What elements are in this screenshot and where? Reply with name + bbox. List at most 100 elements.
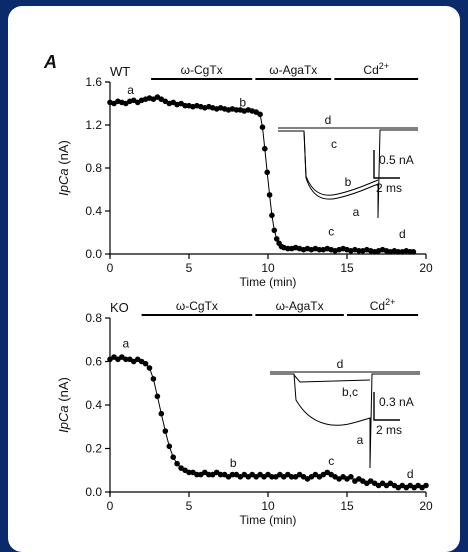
treatment-label-sup: 2+	[379, 61, 389, 71]
x-tick-label: 5	[186, 499, 193, 513]
y-axis-label-main: IpCa	[56, 405, 71, 432]
treatment-label-sup: 2+	[385, 297, 395, 307]
genotype-label: KO	[110, 300, 129, 315]
treatment-label-text: Cd	[363, 63, 378, 77]
data-point	[229, 471, 236, 478]
y-axis-label-unit: (nA)	[56, 377, 71, 405]
treatment-label-text: ω-CgTx	[181, 63, 223, 77]
treatment-label: ω-CgTx	[176, 299, 218, 313]
scale-bar	[373, 392, 400, 421]
data-point	[182, 102, 188, 109]
wt-chart: WT 0.0 0.4 0.8 1.2 1.6 0 5 10 15 20 Time (min) IpCa …	[56, 61, 433, 289]
y-axis-label-unit: (nA)	[56, 140, 71, 168]
data-point	[257, 111, 263, 118]
annotation-label: d	[399, 227, 406, 241]
data-point	[288, 474, 295, 480]
data-point	[150, 376, 157, 382]
x-tick-label: 0	[107, 261, 114, 275]
data-point	[356, 248, 362, 254]
inset-trace-label: c	[331, 137, 337, 151]
genotype-label: WT	[110, 64, 130, 79]
trace-b	[303, 130, 379, 196]
inset-trace-label: b,c	[342, 385, 358, 399]
x-axis-label: Time (min)	[240, 513, 297, 527]
scale-bar-y-label: 0.5 nA	[379, 153, 414, 167]
inset-trace-label: b	[345, 175, 352, 189]
data-point	[123, 356, 129, 363]
y-tick-label: 0.4	[85, 398, 102, 412]
y-tick-label: 0.2	[85, 442, 102, 456]
treatment-label: ω-CgTx	[181, 63, 223, 77]
scale-bar-x-label: 2 ms	[376, 423, 402, 437]
data-point	[166, 443, 173, 450]
figure-svg: A WT 0.0 0.4 0.8 1.2 1.6 0 5 10 15 20 Time (min) IpC…	[43, 52, 433, 527]
scale-bar-x-label: 2 ms	[376, 181, 402, 195]
data-point	[194, 471, 200, 478]
inset-traces: d b,c a 0.3 nA 2 ms	[270, 357, 420, 469]
data-point	[273, 236, 280, 242]
trace-a	[270, 373, 420, 469]
data-point	[316, 246, 323, 253]
y-tick-label: 1.2	[85, 118, 102, 132]
treatment-label: ω-AgaTx	[269, 63, 317, 77]
annotation-label: d	[407, 467, 414, 481]
x-tick-label: 15	[340, 261, 354, 275]
trace-a	[278, 129, 418, 219]
data-point	[186, 469, 192, 476]
data-point	[271, 227, 278, 234]
x-tick-label: 0	[107, 499, 114, 513]
y-tick-label: 0.0	[85, 485, 102, 499]
treatment-label-text: ω-AgaTx	[269, 63, 317, 77]
annotation-label: c	[328, 454, 334, 468]
data-point	[146, 365, 153, 371]
treatment-label: Cd2+	[363, 61, 389, 77]
treatment-label: ω-AgaTx	[276, 299, 324, 313]
data-point	[170, 454, 176, 461]
data-point	[206, 471, 212, 478]
data-point	[395, 249, 402, 255]
data-point	[154, 393, 161, 400]
data-series-line	[109, 96, 414, 253]
data-point	[264, 169, 271, 176]
y-tick-label: 0.6	[85, 355, 102, 369]
treatment-label-text: ω-AgaTx	[276, 299, 324, 313]
data-point	[348, 474, 354, 480]
annotation-label: c	[328, 225, 334, 239]
data-point	[269, 212, 275, 219]
data-point	[269, 474, 275, 480]
annotation-label: b	[239, 96, 246, 110]
data-point	[266, 192, 273, 198]
x-axis-label: Time (min)	[240, 275, 297, 289]
annotation-label: b	[230, 456, 237, 470]
trace-bc	[293, 374, 371, 383]
y-tick-label: 0.8	[85, 161, 102, 175]
ko-chart: KO 0.0 0.2 0.4 0.6 0.8 0 5 10 15 20 Time (min) IpCa …	[56, 297, 433, 527]
scale-bar-y-label: 0.3 nA	[379, 395, 414, 409]
treatment-label-text: ω-CgTx	[176, 299, 218, 313]
y-tick-label: 0.0	[85, 247, 102, 261]
scale-bar	[373, 150, 400, 179]
annotation-label: a	[127, 83, 134, 97]
y-axis-label: IpCa (nA)	[56, 140, 71, 196]
data-point	[142, 360, 149, 367]
x-tick-label: 20	[419, 499, 433, 513]
data-point	[158, 410, 165, 417]
inset-trace-label: a	[353, 205, 360, 219]
panel-letter: A	[43, 52, 57, 72]
treatment-label-text: Cd	[370, 299, 385, 313]
inset-trace-label: d	[337, 357, 344, 371]
data-point	[174, 460, 180, 467]
data-point	[259, 124, 266, 130]
figure-panel: A WT 0.0 0.4 0.8 1.2 1.6 0 5 10 15 20 Time (min) IpC…	[8, 6, 460, 552]
data-point	[162, 428, 169, 434]
x-tick-label: 20	[419, 261, 433, 275]
data-point	[217, 471, 224, 478]
inset-traces: dc b a 0.5 nA 2 ms	[278, 113, 418, 219]
inset-trace-label: d	[325, 113, 332, 127]
y-axis-label: IpCa (nA)	[56, 377, 71, 433]
data-point	[423, 482, 429, 489]
y-tick-label: 0.4	[85, 204, 102, 218]
data-point	[262, 145, 268, 152]
data-point	[233, 107, 240, 113]
